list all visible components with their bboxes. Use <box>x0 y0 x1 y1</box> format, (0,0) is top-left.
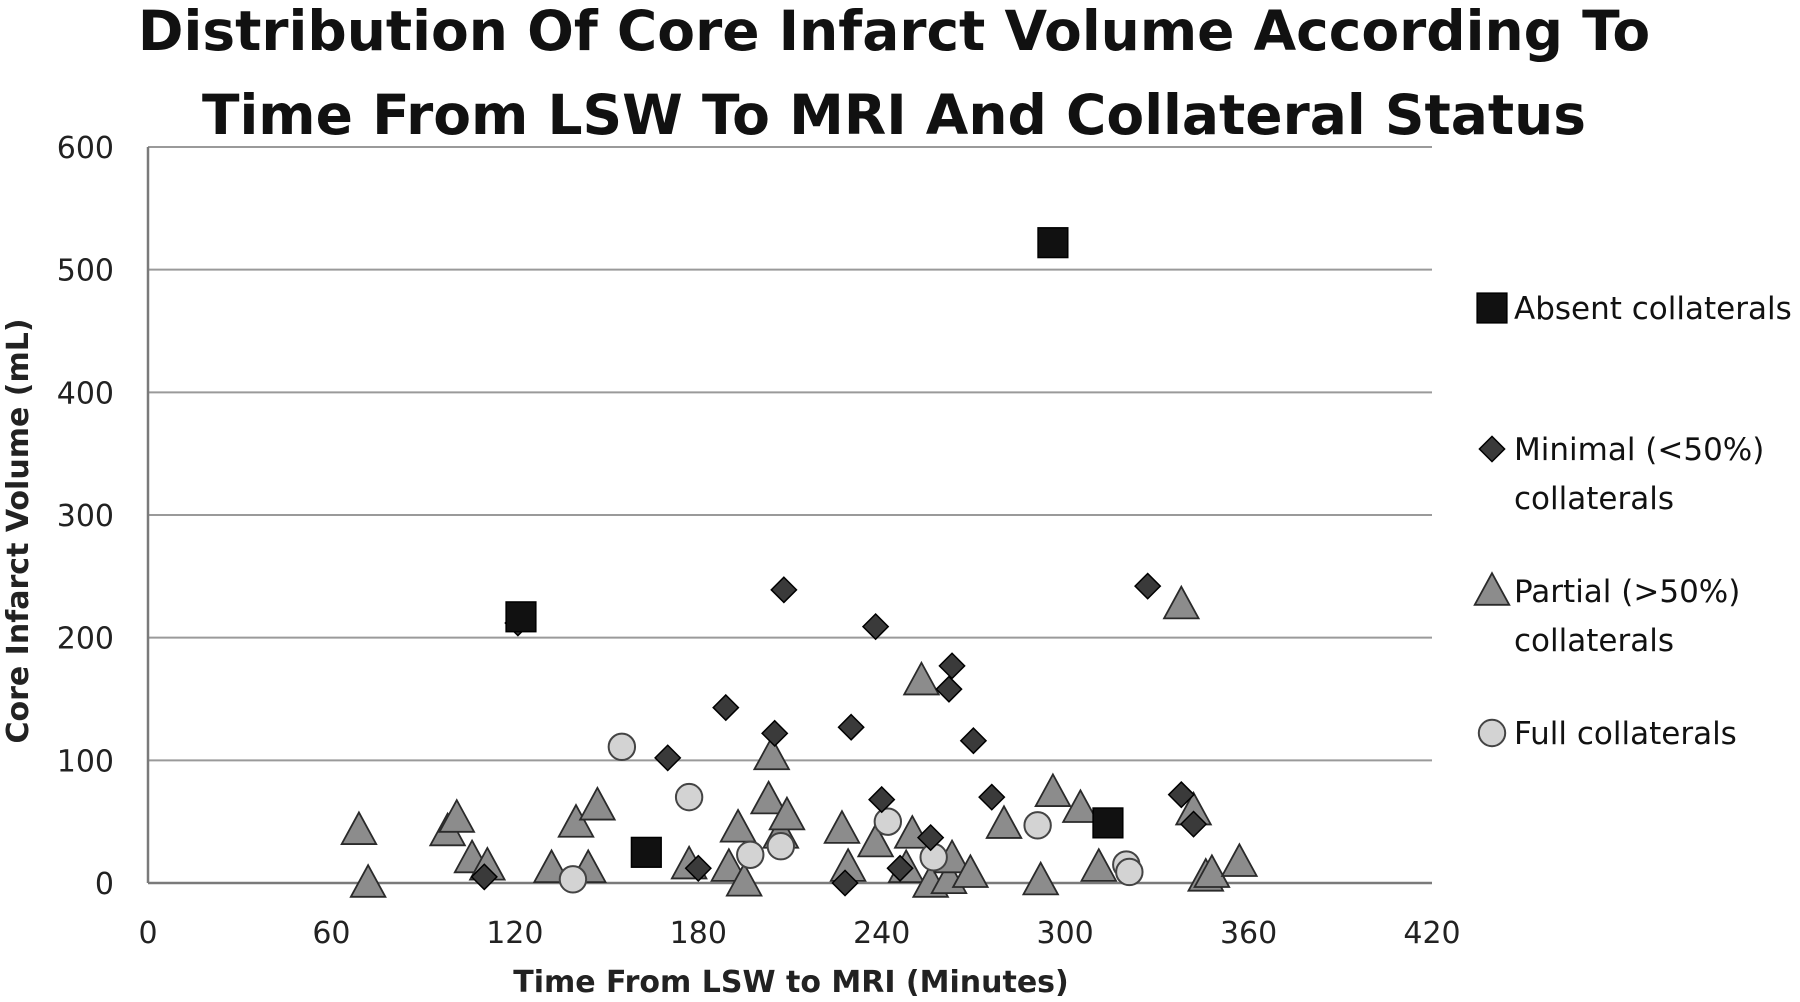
grid-lines <box>148 146 1432 762</box>
triangle-data-point <box>951 853 990 888</box>
diamond-data-point <box>470 863 498 891</box>
legend-triangle-swatch <box>1473 571 1511 606</box>
circle-data-point <box>736 840 765 869</box>
diamond-data-point <box>978 783 1006 811</box>
y-tick-label: 0 <box>95 867 114 902</box>
square-data-point <box>1037 227 1069 259</box>
circle-data-point <box>766 832 796 861</box>
diamond-data-point <box>770 576 798 604</box>
y-tick-labels: 0 100 200 300 400 500 600 <box>57 131 114 902</box>
diamond-data-point <box>837 713 865 741</box>
y-axis-label: Core Infarct Volume (mL) <box>1 318 36 743</box>
y-tick-label: 200 <box>57 622 114 657</box>
x-tick-label: 360 <box>1220 916 1277 951</box>
diamond-data-point <box>684 854 712 882</box>
triangle-data-point <box>1061 788 1100 823</box>
legend-entry: Full collaterals <box>1477 716 1737 752</box>
diamond-data-point <box>712 693 740 722</box>
diamond-data-point <box>886 854 914 882</box>
diamond-data-point <box>861 612 890 641</box>
triangle-data-point <box>349 863 387 898</box>
legend-entry: Absent collaterals <box>1476 291 1792 327</box>
circle-data-point <box>873 807 903 836</box>
diamond-data-point <box>1179 810 1208 838</box>
chart-title-line-2: Time From LSW To MRI And Collateral Stat… <box>202 83 1586 147</box>
legend-label: Absent collaterals <box>1514 291 1792 327</box>
x-tick-label: 120 <box>486 916 543 951</box>
x-tick-labels: 0 60 120 180 240 300 360 420 <box>138 916 1460 951</box>
triangle-data-point <box>1162 584 1201 620</box>
triangle-data-point <box>902 660 941 696</box>
circle-data-point <box>1023 811 1052 840</box>
legend-label: Full collaterals <box>1514 716 1737 752</box>
legend-label: collaterals <box>1514 481 1674 517</box>
legend-circle-swatch <box>1477 718 1507 748</box>
triangle-data-point <box>557 803 595 838</box>
triangle-data-point <box>578 785 617 821</box>
triangle-data-point <box>1034 772 1072 807</box>
diamond-data-point <box>959 727 988 755</box>
triangle-data-point <box>437 798 476 833</box>
triangle-data-point <box>725 862 763 897</box>
x-tick-label: 300 <box>1037 916 1094 951</box>
legend-diamond-swatch <box>1478 435 1506 463</box>
square-data-point <box>505 601 537 633</box>
legend-entry: Partial (>50%) collaterals <box>1473 571 1740 659</box>
y-tick-label: 500 <box>57 254 114 289</box>
data-points <box>340 227 1259 898</box>
diamond-data-point <box>916 823 945 852</box>
square-data-point <box>630 836 662 868</box>
diamond-data-point <box>1134 572 1162 600</box>
diamond-data-point <box>761 719 789 748</box>
circle-data-point <box>674 782 704 812</box>
triangle-data-point <box>985 804 1023 839</box>
triangle-data-point <box>768 795 806 831</box>
triangle-data-point <box>1220 842 1259 877</box>
square-data-point <box>1092 807 1124 839</box>
x-tick-label: 180 <box>670 916 727 951</box>
triangle-data-point <box>1079 847 1118 882</box>
circle-data-point <box>607 732 637 762</box>
legend-square-swatch <box>1476 292 1508 324</box>
circle-data-point <box>1115 857 1144 887</box>
legend-label: Minimal (<50%) <box>1514 432 1764 468</box>
legend-label: Partial (>50%) <box>1514 574 1740 610</box>
diamond-data-point <box>654 744 682 772</box>
diamond-data-point <box>938 652 966 680</box>
legend-label: collaterals <box>1514 623 1674 659</box>
diamond-data-point <box>935 675 963 703</box>
triangle-data-point <box>719 808 757 843</box>
x-tick-label: 420 <box>1403 916 1460 951</box>
triangle-data-point <box>710 847 748 882</box>
y-tick-label: 300 <box>57 499 114 534</box>
chart-title-line-1: Distribution Of Core Infarct Volume Acco… <box>138 0 1650 63</box>
x-tick-label: 240 <box>853 916 910 951</box>
y-tick-label: 100 <box>57 744 114 779</box>
x-tick-label: 0 <box>138 916 157 951</box>
diamond-data-point <box>868 785 896 814</box>
triangle-data-point <box>752 735 791 771</box>
triangle-data-point <box>1193 853 1231 888</box>
triangle-data-point <box>340 810 378 845</box>
triangle-data-point <box>749 779 788 815</box>
diamond-data-point <box>831 869 859 897</box>
triangle-data-point <box>823 809 861 844</box>
diamond-data-point <box>1167 781 1195 809</box>
triangle-data-point <box>856 822 895 858</box>
circle-data-point <box>558 865 588 894</box>
x-axis-label: Time From LSW to MRI (Minutes) <box>513 965 1069 1000</box>
y-tick-label: 400 <box>57 376 114 411</box>
y-tick-label: 600 <box>57 131 114 166</box>
x-tick-label: 60 <box>312 916 350 951</box>
triangle-data-point <box>1021 860 1060 896</box>
legend-entry: Minimal (<50%) collaterals <box>1478 432 1764 517</box>
legend: Absent collaterals Minimal (<50%) collater… <box>1473 291 1792 752</box>
